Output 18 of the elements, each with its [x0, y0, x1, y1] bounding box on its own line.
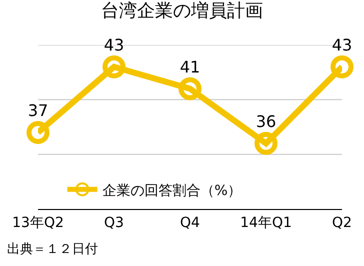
x-tick-label: Q3	[104, 214, 124, 231]
point	[254, 132, 278, 155]
x-tick-label: Q2	[332, 214, 352, 231]
data-label: 37	[28, 101, 48, 120]
data-label: 43	[332, 36, 352, 55]
point	[330, 55, 354, 78]
x-tick-label: 13年Q2	[12, 214, 64, 231]
data-label: 43	[104, 36, 124, 55]
point	[178, 77, 202, 100]
x-tick-label: Q4	[180, 214, 200, 231]
point	[26, 120, 50, 144]
chart-title: 台湾企業の増員計画	[101, 0, 263, 22]
source-note: 出典＝１２日付	[7, 242, 98, 257]
data-label: 36	[256, 112, 276, 132]
point	[102, 55, 126, 78]
legend-label: 企業の回答割合（%）	[102, 182, 242, 199]
data-label: 41	[180, 57, 200, 76]
x-tick-label: 14年Q1	[240, 214, 292, 231]
